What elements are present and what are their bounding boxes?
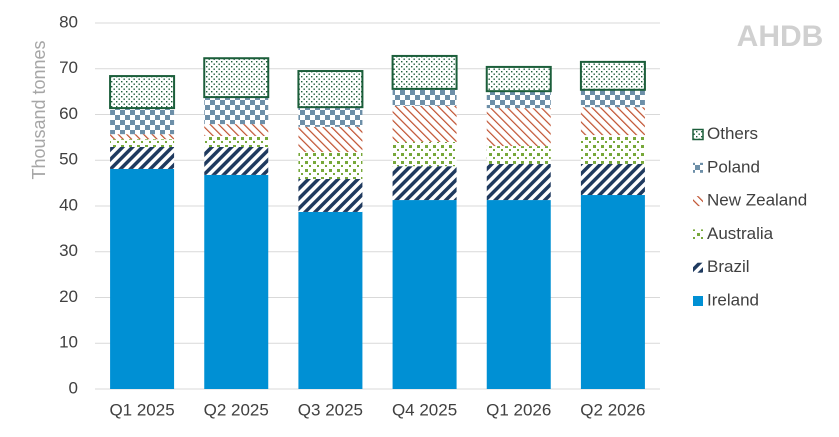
bar-segment xyxy=(297,70,364,109)
bar-segment xyxy=(109,75,176,110)
bar-segment xyxy=(110,134,175,140)
bar-segment xyxy=(298,179,363,212)
bar-segment xyxy=(391,54,458,90)
y-tick-label: 70 xyxy=(59,58,78,77)
legend-label: Ireland xyxy=(707,290,759,309)
bar-segment xyxy=(486,146,551,164)
x-tick-label: Q1 2026 xyxy=(486,400,551,419)
bar-segment xyxy=(110,146,175,169)
legend-label: Poland xyxy=(707,157,760,176)
legend-swatch xyxy=(693,229,703,240)
y-tick-label: 30 xyxy=(59,241,78,260)
bar-segment xyxy=(392,200,457,389)
bar-segment xyxy=(204,136,269,147)
bar-segment xyxy=(110,108,175,135)
x-tick-label: Q3 2025 xyxy=(298,400,363,419)
bar-segment xyxy=(298,107,363,127)
y-tick-label: 80 xyxy=(59,12,78,31)
bar-segment xyxy=(580,107,645,136)
y-tick-label: 10 xyxy=(59,333,78,352)
bar-segment xyxy=(579,60,646,91)
bar-segment xyxy=(392,88,457,106)
legend-swatch xyxy=(692,128,704,141)
y-axis-title: Thousand tonnes xyxy=(29,40,49,179)
bar-segment xyxy=(110,168,175,389)
y-tick-label: 60 xyxy=(59,104,78,123)
bar-segment xyxy=(580,89,645,108)
y-tick-label: 0 xyxy=(69,378,78,397)
bar-segment xyxy=(204,124,269,137)
bar-segment xyxy=(486,200,551,389)
legend-label: Others xyxy=(707,124,758,143)
y-tick-label: 40 xyxy=(59,195,78,214)
x-tick-label: Q1 2025 xyxy=(109,400,174,419)
legend-swatch xyxy=(693,262,703,273)
bar-segment xyxy=(204,174,269,389)
bar-segment xyxy=(580,163,645,196)
bar-segment xyxy=(580,135,645,164)
bar-segment xyxy=(486,163,551,201)
bar-segment xyxy=(298,152,363,180)
bar-segment xyxy=(110,139,175,147)
bar-segment xyxy=(580,195,645,389)
legend-swatch xyxy=(693,296,703,306)
legend-swatch xyxy=(693,196,703,207)
bar-segment xyxy=(392,166,457,201)
x-tick-label: Q2 2025 xyxy=(204,400,269,419)
bar-segment xyxy=(392,105,457,142)
bar-segment xyxy=(486,108,551,147)
legend-swatch xyxy=(693,162,703,173)
y-tick-label: 50 xyxy=(59,150,78,169)
bar-segment xyxy=(298,126,363,153)
legend-label: Australia xyxy=(707,224,774,243)
bar-segment xyxy=(204,97,269,125)
bar-segment xyxy=(203,57,270,99)
bar-segment xyxy=(485,65,552,93)
y-tick-label: 20 xyxy=(59,287,78,306)
watermark: AHDB xyxy=(737,20,824,53)
x-tick-label: Q2 2026 xyxy=(580,400,645,419)
x-tick-label: Q4 2025 xyxy=(392,400,457,419)
bar-segment xyxy=(204,146,269,175)
bar-segment xyxy=(298,211,363,389)
legend-label: Brazil xyxy=(707,257,750,276)
bar-segment xyxy=(392,141,457,167)
legend-label: New Zealand xyxy=(707,191,807,210)
bar-segment xyxy=(486,91,551,109)
